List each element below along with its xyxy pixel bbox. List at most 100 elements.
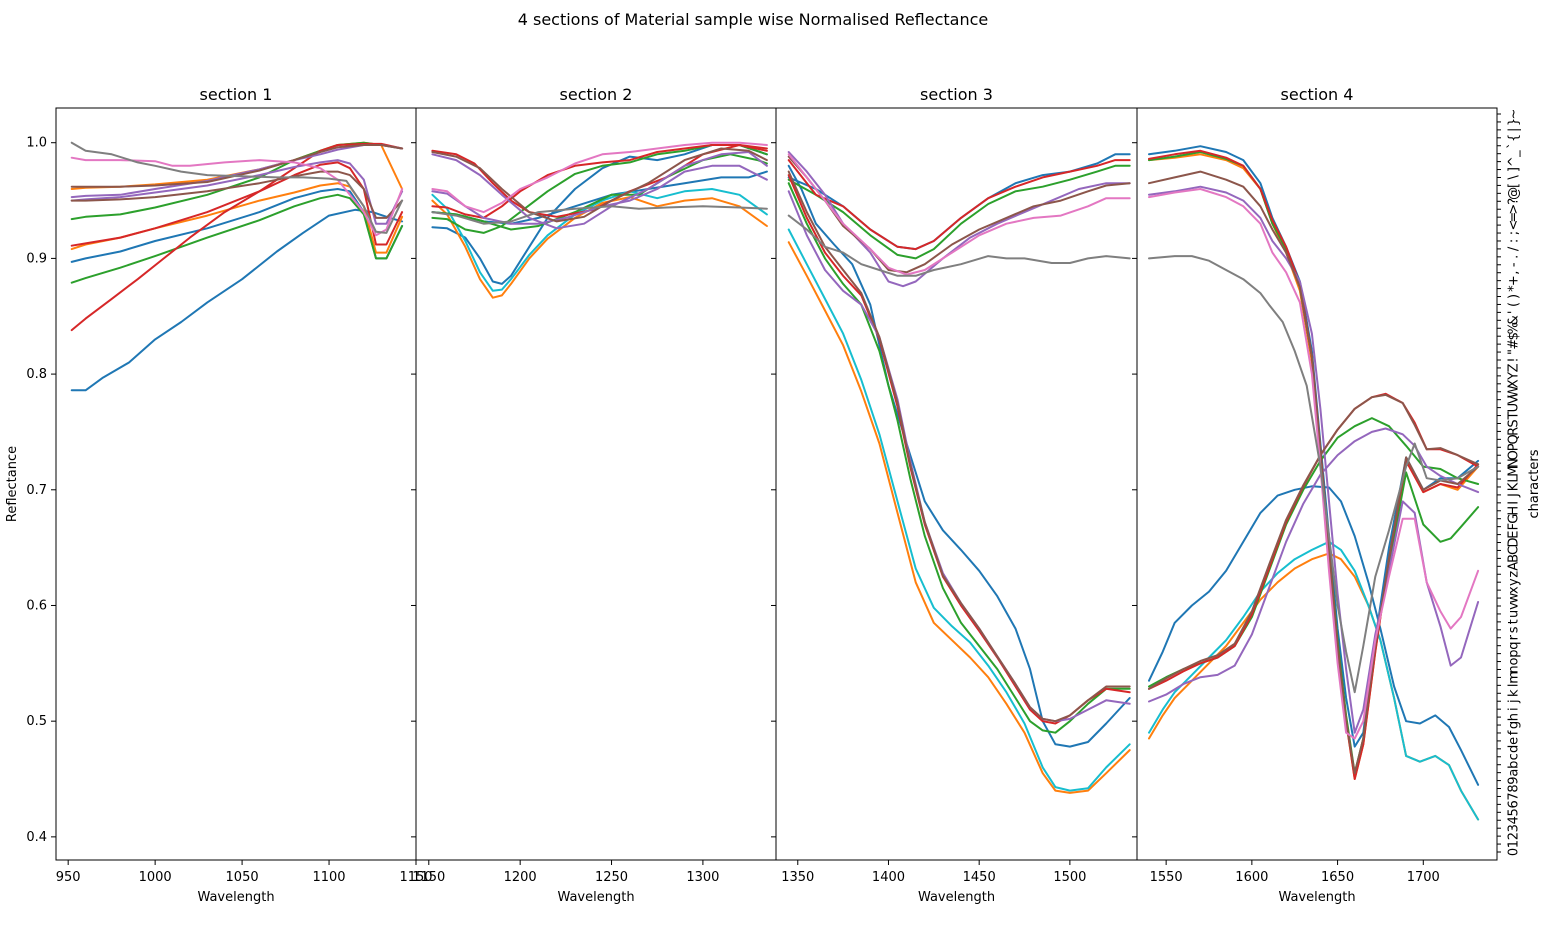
x-tick-label: 1050 <box>226 870 259 885</box>
char-tick-label: C <box>1507 546 1522 555</box>
char-tick-label: H <box>1507 506 1522 516</box>
x-axis-label: Wavelength <box>918 890 995 905</box>
char-tick-label: ; <box>1507 231 1522 235</box>
chart-panels: section 1 950 1000 1050 1100 1150 Wavelength 0.… <box>26 85 1498 905</box>
char-tick-label: u <box>1507 610 1522 618</box>
char-tick-label: : <box>1507 239 1522 243</box>
panel-section-2: section 2 1150 1200 1250 1300 Wavelength <box>411 85 777 905</box>
series-line-11 <box>70 170 404 219</box>
y-tick-label: 0.8 <box>26 367 47 382</box>
panel-title: section 2 <box>560 85 633 104</box>
char-tick-label: b <box>1507 761 1522 769</box>
char-tick-label: L <box>1507 475 1522 483</box>
series-line-12 <box>1148 170 1480 775</box>
x-tick-label: 1500 <box>1053 870 1086 885</box>
char-tick-label: 7 <box>1507 792 1522 800</box>
y-tick-label: 0.4 <box>26 830 47 845</box>
char-tick-label: V <box>1507 395 1522 404</box>
char-tick-label: Q <box>1507 434 1522 444</box>
char-tick-label: ! <box>1507 357 1522 362</box>
char-tick-label: > <box>1507 204 1522 215</box>
char-tick-label: + <box>1507 275 1522 286</box>
char-tick-label: * <box>1507 285 1522 292</box>
char-tick-label: . <box>1507 255 1522 259</box>
panel-section-4: section 4 1550 1600 1650 1700 Wavelength <box>1132 85 1498 905</box>
char-tick-label: T <box>1507 412 1522 421</box>
char-tick-label: X <box>1507 379 1522 388</box>
series-line-7 <box>431 144 768 219</box>
panel-title: section 1 <box>200 85 273 104</box>
char-tick-label: { <box>1507 134 1522 142</box>
series-group <box>1148 145 1480 821</box>
x-tick-label: 1250 <box>595 870 628 885</box>
char-tick-label: N <box>1507 458 1522 468</box>
series-line-2 <box>1148 485 1480 786</box>
char-tick-label: P <box>1507 443 1522 451</box>
x-axis-label: Wavelength <box>1278 890 1355 905</box>
char-tick-label: K <box>1507 482 1522 491</box>
series-line-12 <box>70 144 404 188</box>
y-tick-label: 0.5 <box>26 714 47 729</box>
series-line-12 <box>431 141 768 214</box>
series-line-4 <box>431 188 768 292</box>
char-tick-label: & <box>1507 315 1522 325</box>
y-tick-label: 0.9 <box>26 251 47 266</box>
char-tick-label: 5 <box>1507 808 1522 816</box>
char-tick-label: h <box>1507 713 1522 721</box>
char-tick-label: ) <box>1507 294 1522 299</box>
char-tick-label: ? <box>1507 198 1522 205</box>
char-tick-label: r <box>1507 634 1522 640</box>
series-group <box>431 141 768 299</box>
char-tick-label: O <box>1507 450 1522 460</box>
char-tick-label: ~ <box>1507 109 1522 120</box>
x-tick-label: 1700 <box>1407 870 1440 885</box>
char-tick-label: ^ <box>1507 156 1522 167</box>
panel-frame <box>1136 107 1498 861</box>
series-line-14 <box>1148 188 1480 740</box>
series-line-10 <box>787 151 1131 288</box>
char-tick-label: 8 <box>1507 784 1522 792</box>
series-line-13 <box>787 153 1131 276</box>
char-tick-label: _ <box>1507 150 1522 158</box>
char-tick-label: = <box>1507 212 1522 223</box>
char-tick-label: < <box>1507 220 1522 231</box>
series-group <box>70 141 404 392</box>
panel-section-3: section 3 1350 1400 1450 1500 Wavelength <box>771 85 1138 905</box>
char-tick-label: # <box>1507 339 1522 350</box>
x-tick-label: 1600 <box>1235 870 1268 885</box>
series-line-13 <box>431 205 768 225</box>
char-tick-label: a <box>1507 769 1522 777</box>
char-tick-label: 6 <box>1507 800 1522 808</box>
char-tick-label: 1 <box>1507 840 1522 848</box>
char-tick-label: , <box>1507 271 1522 275</box>
char-tick-label: [ <box>1507 183 1522 188</box>
series-line-3 <box>787 241 1131 794</box>
series-line-13 <box>70 156 404 237</box>
series-line-14 <box>787 214 1131 277</box>
char-tick-label: I <box>1507 501 1522 505</box>
x-axis-label: Wavelength <box>197 890 274 905</box>
char-tick-label: D <box>1507 538 1522 548</box>
x-axis-label: Wavelength <box>557 890 634 905</box>
right-axis: 0123456789abcdefghijklmnopqrstuvwxyzABCD… <box>1497 109 1542 856</box>
x-tick-label: 950 <box>56 870 81 885</box>
series-line-5 <box>70 193 404 284</box>
series-group <box>787 151 1131 794</box>
char-tick-label: 4 <box>1507 816 1522 824</box>
x-tick-label: 1350 <box>781 870 814 885</box>
char-tick-label: Y <box>1507 372 1522 381</box>
char-tick-label: - <box>1507 262 1522 267</box>
char-tick-label: 9 <box>1507 776 1522 784</box>
char-tick-label: / <box>1507 246 1522 251</box>
y-tick-label: 0.6 <box>26 598 47 613</box>
char-tick-label: x <box>1507 586 1522 594</box>
series-line-8 <box>787 159 1131 251</box>
char-tick-label: e <box>1507 737 1522 745</box>
char-tick-label: y <box>1507 578 1522 586</box>
char-tick-label: A <box>1507 562 1522 571</box>
x-tick-label: 1450 <box>963 870 996 885</box>
char-tick-label: d <box>1507 745 1522 753</box>
char-tick-label: | <box>1507 128 1522 132</box>
x-tick-label: 1000 <box>139 870 172 885</box>
